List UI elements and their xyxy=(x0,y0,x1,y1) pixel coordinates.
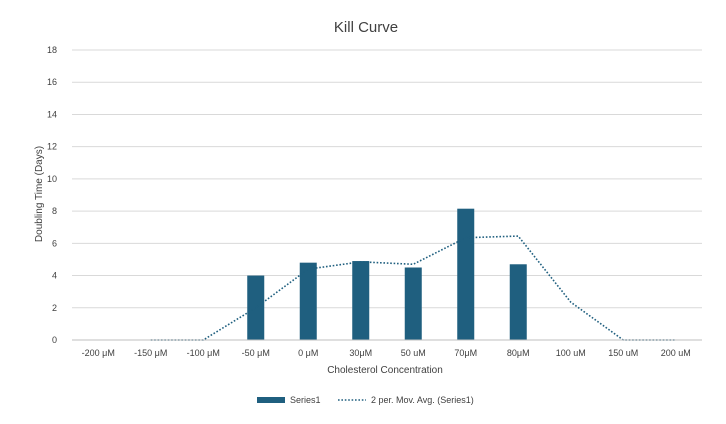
y-tick-label: 18 xyxy=(47,45,57,55)
x-tick-label: 150 uM xyxy=(608,348,638,358)
bar-series xyxy=(247,208,527,340)
bar xyxy=(457,208,475,340)
legend-label-moving-average: 2 per. Mov. Avg. (Series1) xyxy=(371,395,474,405)
x-tick-label: 50 uM xyxy=(401,348,426,358)
y-tick-label: 12 xyxy=(47,142,57,152)
x-tick-label: -100 μM xyxy=(187,348,220,358)
y-tick-label: 6 xyxy=(52,238,57,248)
legend: Series1 2 per. Mov. Avg. (Series1) xyxy=(257,395,474,405)
bar xyxy=(299,262,317,340)
x-tick-label: 200 uM xyxy=(661,348,691,358)
y-tick-label: 10 xyxy=(47,174,57,184)
x-tick-label: -200 μM xyxy=(82,348,115,358)
gridlines xyxy=(72,49,702,309)
x-tick-label: -50 μM xyxy=(242,348,270,358)
x-tick-label: -150 μM xyxy=(134,348,167,358)
y-tick-label: 4 xyxy=(52,271,57,281)
x-tick-labels: -200 μM -150 μM -100 μM -50 μM 0 μM 30μM 50 uM… xyxy=(82,348,691,358)
y-tick-labels: 0 2 4 6 8 10 12 14 16 18 xyxy=(47,45,57,345)
bar xyxy=(509,264,527,340)
bar xyxy=(404,267,422,340)
y-axis-label: Doubling Time (Days) xyxy=(34,146,45,242)
y-tick-label: 2 xyxy=(52,303,57,313)
x-tick-label: 0 μM xyxy=(298,348,318,358)
x-tick-label: 100 uM xyxy=(556,348,586,358)
y-tick-label: 14 xyxy=(47,109,57,119)
bar xyxy=(247,275,265,340)
y-tick-label: 0 xyxy=(52,335,57,345)
bar xyxy=(352,261,370,340)
y-tick-label: 8 xyxy=(52,206,57,216)
legend-label-series1: Series1 xyxy=(290,395,321,405)
legend-swatch-series1 xyxy=(257,397,285,403)
y-tick-label: 16 xyxy=(47,77,57,87)
x-tick-label: 80μM xyxy=(507,348,530,358)
x-axis-label: Cholesterol Concentration xyxy=(327,365,443,376)
chart-title: Kill Curve xyxy=(334,19,398,36)
x-tick-label: 30μM xyxy=(349,348,372,358)
x-tick-label: 70μM xyxy=(454,348,477,358)
